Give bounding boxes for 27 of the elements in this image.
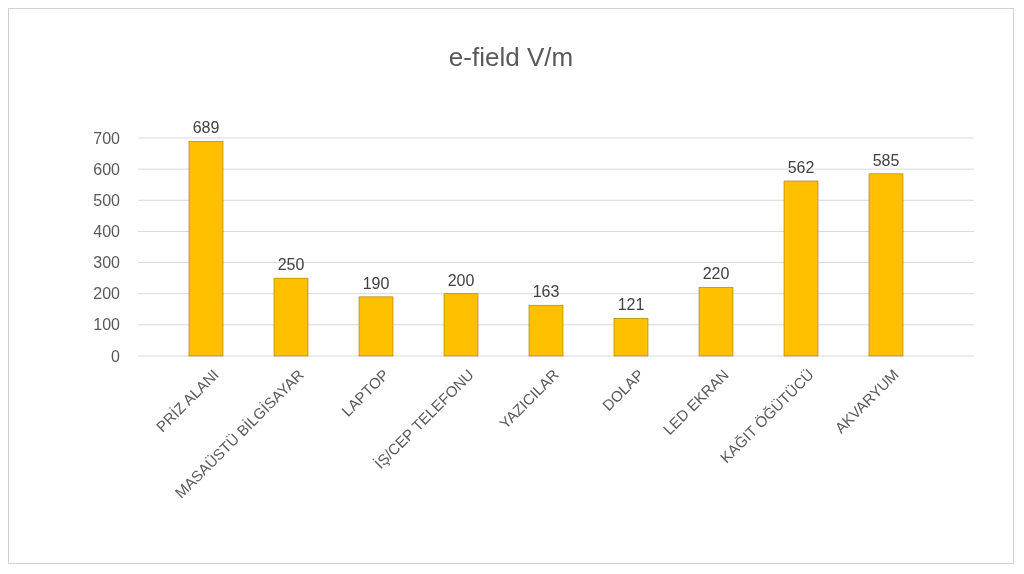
data-label: 190 bbox=[362, 274, 390, 292]
data-label: 562 bbox=[787, 158, 815, 176]
bar bbox=[868, 173, 904, 357]
data-label: 689 bbox=[192, 119, 220, 137]
y-tick-label: 700 bbox=[93, 129, 121, 147]
y-tick-label: 400 bbox=[93, 223, 121, 241]
data-label: 220 bbox=[702, 265, 730, 283]
y-tick-label: 300 bbox=[93, 254, 121, 272]
y-tick-label: 0 bbox=[111, 347, 121, 365]
data-label: 121 bbox=[617, 296, 645, 314]
bar bbox=[273, 277, 309, 357]
chart-title: e-field V/m bbox=[448, 42, 574, 72]
bar bbox=[188, 141, 224, 357]
data-label: 163 bbox=[532, 283, 560, 301]
bar bbox=[783, 180, 819, 357]
bar bbox=[528, 304, 564, 357]
data-label: 585 bbox=[872, 151, 900, 169]
y-tick-label: 200 bbox=[93, 285, 121, 303]
bar bbox=[698, 287, 734, 357]
bar bbox=[613, 318, 649, 357]
data-label: 250 bbox=[277, 256, 305, 274]
bar bbox=[358, 296, 394, 357]
y-tick-label: 100 bbox=[93, 316, 121, 334]
data-label: 200 bbox=[447, 271, 475, 289]
bar bbox=[443, 293, 479, 357]
y-tick-label: 500 bbox=[93, 191, 121, 209]
y-tick-label: 600 bbox=[93, 160, 121, 178]
